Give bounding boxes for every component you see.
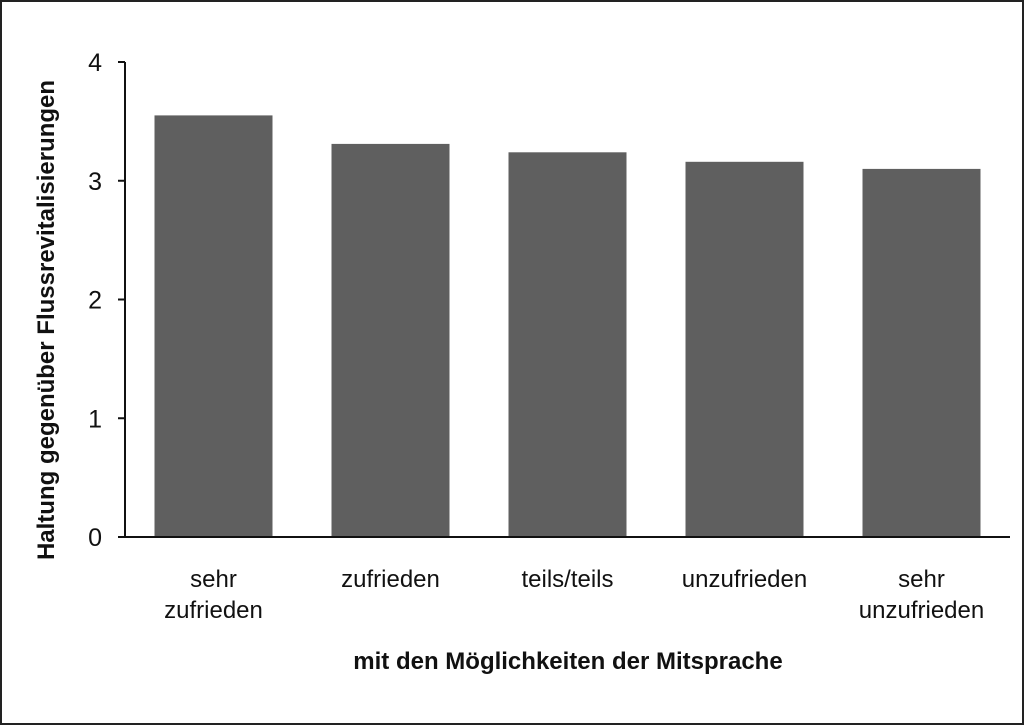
x-category-label: zufrieden	[341, 566, 440, 593]
y-tick-label: 3	[88, 168, 102, 196]
y-tick-label: 0	[88, 524, 102, 552]
x-category-label: sehr zufrieden	[164, 566, 263, 624]
x-axis-title: mit den Möglichkeiten der Mitsprache	[353, 648, 782, 675]
y-tick-label: 4	[88, 49, 102, 77]
y-tick-label: 1	[88, 405, 102, 433]
y-tick-label: 2	[88, 287, 102, 315]
bar-5	[862, 168, 981, 537]
y-ticks-group: 0 1 2 3 4	[88, 49, 125, 552]
bar-1	[154, 115, 273, 538]
x-category-label: unzufrieden	[682, 566, 807, 593]
bar-2	[331, 143, 450, 537]
y-axis-title: Haltung gegenüber Flussrevitalisierungen	[33, 80, 60, 560]
x-category-labels-group: sehr zufrieden zufrieden teils/teils unzufri…	[164, 566, 984, 624]
bars-group	[154, 115, 981, 538]
x-category-label: sehr unzufrieden	[859, 566, 984, 624]
x-category-label: teils/teils	[521, 566, 613, 593]
bar-3	[508, 152, 627, 538]
bar-4	[685, 161, 804, 538]
